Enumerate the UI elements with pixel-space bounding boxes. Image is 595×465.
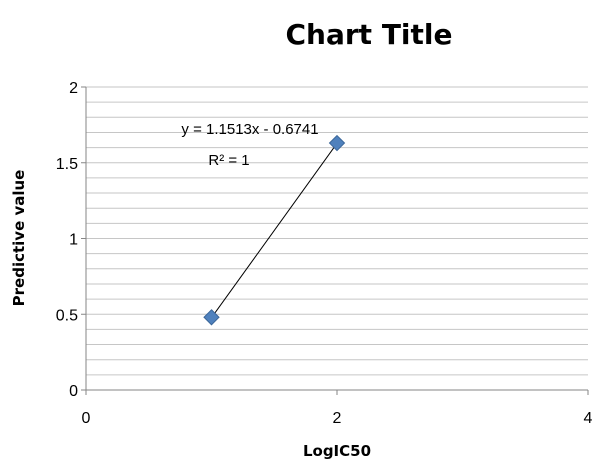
y-axis-ticks: 0 0.5 1 1.5 2: [56, 80, 86, 400]
data-point: [203, 309, 220, 326]
x-tick-label: 2: [333, 410, 342, 427]
x-axis-ticks: 0 2 4: [82, 390, 593, 427]
y-tick-label: 0.5: [56, 307, 78, 324]
data-point: [328, 134, 346, 152]
y-tick-label: 1.5: [56, 156, 78, 173]
chart-title: Chart Title: [286, 18, 453, 51]
r-squared-label: R² = 1: [208, 152, 249, 169]
y-tick-label: 1: [69, 232, 78, 249]
trendline: [211, 142, 338, 318]
y-axis-label: Predictive value: [10, 170, 28, 307]
x-axis-label: LogIC50: [303, 442, 371, 460]
trendline-equation: y = 1.1513x - 0.6741: [181, 121, 318, 138]
gridlines: [86, 86, 588, 376]
y-tick-label: 2: [69, 80, 78, 97]
x-tick-label: 4: [584, 410, 593, 427]
y-tick-label: 0: [69, 383, 78, 400]
x-tick-label: 0: [82, 410, 91, 427]
data-points: [203, 134, 346, 326]
